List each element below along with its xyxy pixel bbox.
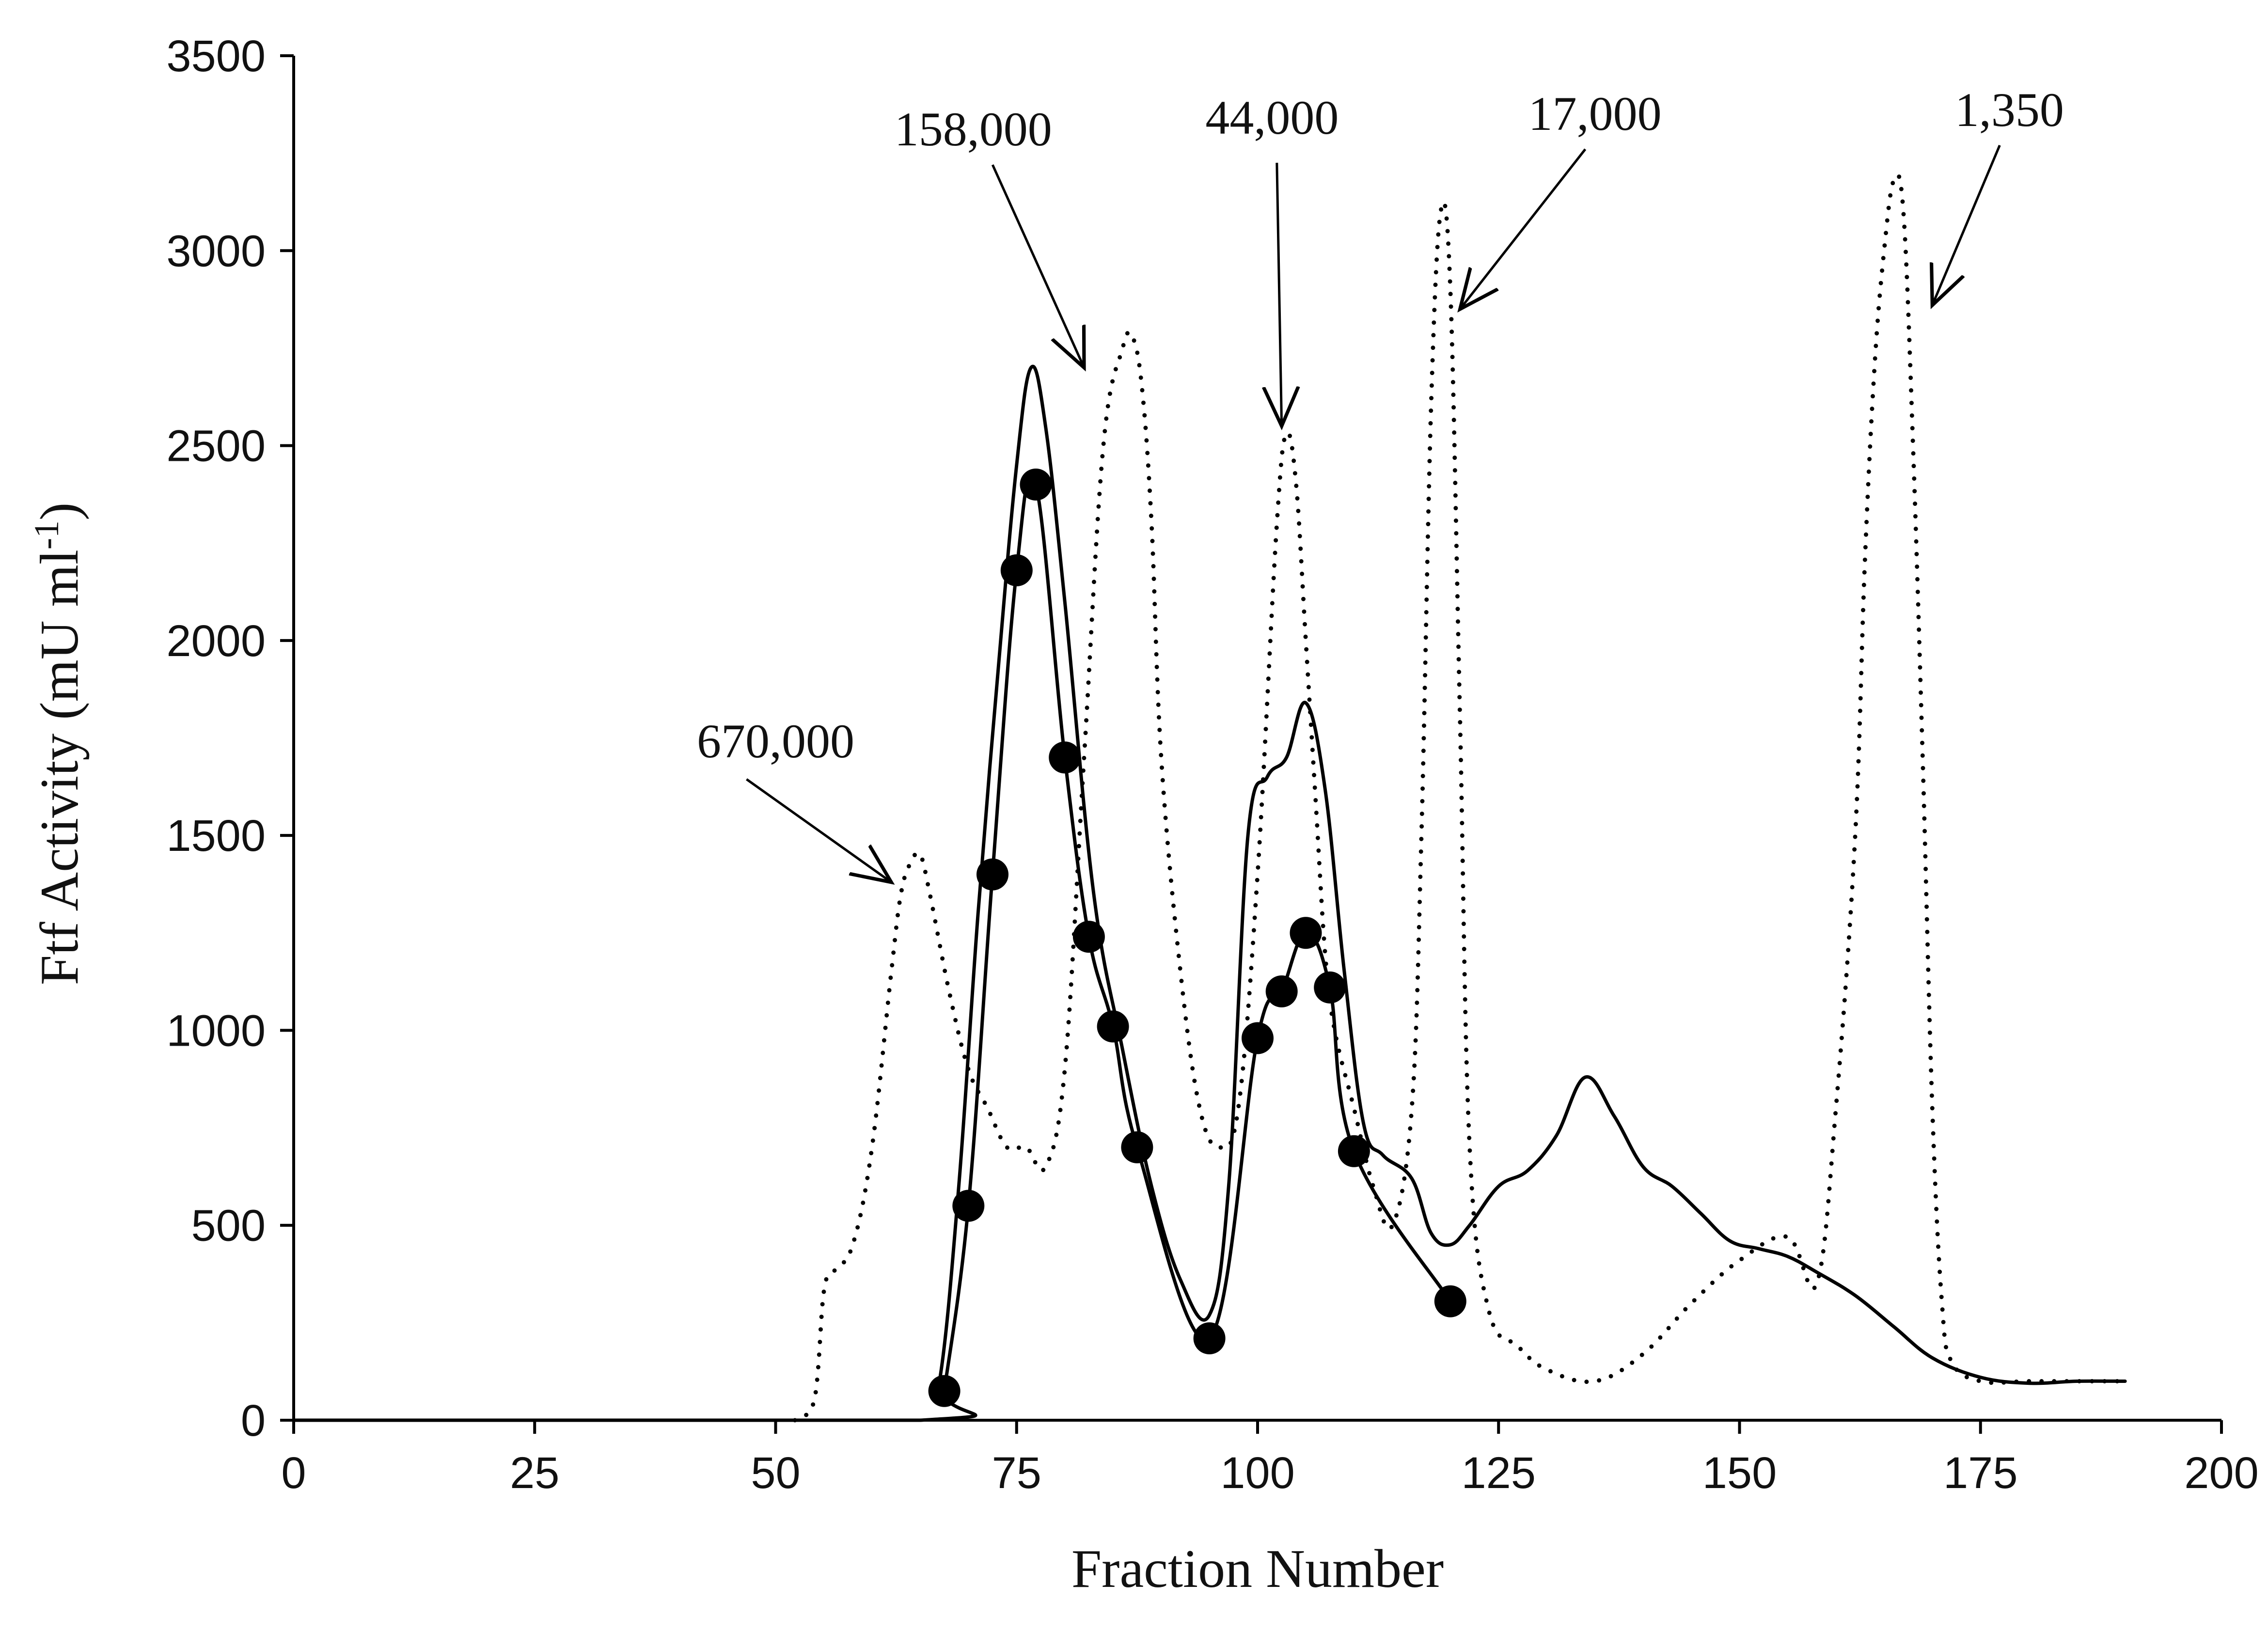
- annotation-label: 1,350: [1955, 83, 2064, 137]
- x-axis-title: Fraction Number: [1071, 1539, 1444, 1599]
- y-tick-label: 0: [241, 1396, 266, 1445]
- data-point-marker: [1434, 1285, 1466, 1317]
- series-solid-with-markers: [928, 469, 1466, 1407]
- y-tick-label: 1000: [166, 1006, 266, 1055]
- annotation-arrow: [746, 778, 892, 882]
- series-dotted: [792, 173, 2127, 1423]
- y-axis-title: Ftf Activity (mU ml-1): [27, 502, 90, 985]
- data-point-marker: [1097, 1010, 1129, 1043]
- x-tick-label: 75: [992, 1448, 1041, 1498]
- x-tick-label: 175: [1943, 1448, 2018, 1498]
- x-tick-label: 0: [281, 1448, 306, 1498]
- data-point-marker: [1049, 741, 1081, 774]
- y-tick-label: 2000: [166, 616, 266, 666]
- x-tick-label: 150: [1702, 1448, 1777, 1498]
- data-point-marker: [1265, 975, 1298, 1007]
- series-line-dotted: [792, 173, 2127, 1423]
- y-tick-label: 2500: [166, 422, 266, 471]
- ticks: 0 25 50 75 100 125 150 175 200050010001500200025…: [166, 31, 2258, 1498]
- data-point-marker: [1314, 971, 1346, 1004]
- y-axis-title-end: ): [30, 502, 90, 520]
- annotation-label: 17,000: [1528, 87, 1662, 141]
- y-tick-label: 500: [191, 1201, 266, 1251]
- series-line-solid: [292, 364, 2127, 1422]
- annotation-label: 44,000: [1205, 91, 1339, 144]
- x-tick-label: 25: [510, 1448, 559, 1498]
- series-solid: [292, 364, 2127, 1422]
- annotation-arrow: [1277, 162, 1282, 426]
- data-point-marker: [1072, 921, 1105, 953]
- data-point-marker: [976, 858, 1008, 891]
- annotation-arrow: [991, 164, 1084, 368]
- x-tick-label: 50: [751, 1448, 800, 1498]
- annotation-label: 670,000: [697, 714, 854, 768]
- annotation-arrow: [1460, 148, 1587, 309]
- data-point-marker: [1338, 1135, 1370, 1167]
- y-tick-label: 3000: [166, 226, 266, 276]
- axes: [292, 56, 2221, 1422]
- series: [292, 173, 2127, 1423]
- annotation-arrow: [1932, 144, 2001, 305]
- data-point-marker: [1290, 917, 1322, 949]
- x-tick-label: 125: [1462, 1448, 1536, 1498]
- annotation-label: 158,000: [895, 102, 1052, 156]
- y-tick-label: 1500: [166, 811, 266, 861]
- data-point-marker: [1193, 1322, 1226, 1354]
- x-tick-label: 200: [2184, 1448, 2259, 1498]
- data-point-marker: [1242, 1022, 1274, 1054]
- annotations: 670,000 158,000 44,000 17,000 1,350: [697, 83, 2064, 882]
- data-point-marker: [1121, 1131, 1153, 1163]
- data-point-marker: [928, 1375, 961, 1407]
- y-axis-title-main: Ftf Activity (mU ml: [30, 549, 90, 985]
- data-point-marker: [952, 1190, 985, 1222]
- data-point-marker: [1020, 469, 1052, 501]
- y-axis-title-superscript: -1: [27, 520, 66, 549]
- x-tick-label: 100: [1220, 1448, 1295, 1498]
- y-tick-label: 3500: [166, 31, 266, 81]
- series-line-markers: [943, 472, 1452, 1393]
